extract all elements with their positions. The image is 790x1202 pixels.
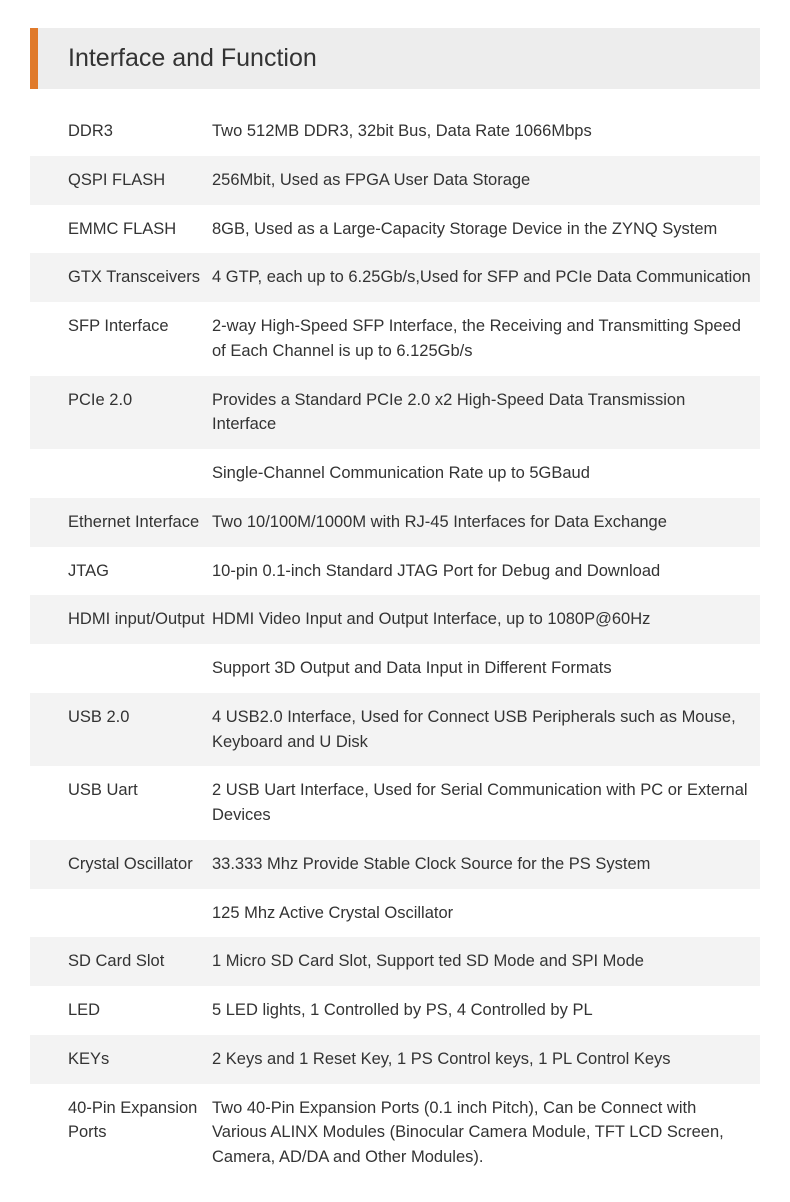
spec-row: JTAG10-pin 0.1-inch Standard JTAG Port f…: [30, 547, 760, 596]
spec-value: 2 Keys and 1 Reset Key, 1 PS Control key…: [212, 1047, 760, 1072]
spec-value: 1 Micro SD Card Slot, Support ted SD Mod…: [212, 949, 760, 974]
spec-label: USB Uart: [68, 778, 212, 803]
spec-label: QSPI FLASH: [68, 168, 212, 193]
spec-value: 10-pin 0.1-inch Standard JTAG Port for D…: [212, 559, 760, 584]
spec-row: PCIe 2.0Provides a Standard PCIe 2.0 x2 …: [30, 376, 760, 450]
spec-row: Single-Channel Communication Rate up to …: [30, 449, 760, 498]
spec-value: 4 USB2.0 Interface, Used for Connect USB…: [212, 705, 760, 755]
spec-value: 33.333 Mhz Provide Stable Clock Source f…: [212, 852, 760, 877]
spec-row: GTX Transceivers4 GTP, each up to 6.25Gb…: [30, 253, 760, 302]
spec-row: 40-Pin Expansion PortsTwo 40-Pin Expansi…: [30, 1084, 760, 1182]
spec-row: HDMI input/OutputHDMI Video Input and Ou…: [30, 595, 760, 644]
spec-row: EMMC FLASH8GB, Used as a Large-Capacity …: [30, 205, 760, 254]
spec-label: SD Card Slot: [68, 949, 212, 974]
section-header: Interface and Function: [30, 28, 760, 89]
spec-value: 8GB, Used as a Large-Capacity Storage De…: [212, 217, 760, 242]
spec-row: Ethernet InterfaceTwo 10/100M/1000M with…: [30, 498, 760, 547]
spec-row: Support 3D Output and Data Input in Diff…: [30, 644, 760, 693]
spec-row: DDR3Two 512MB DDR3, 32bit Bus, Data Rate…: [30, 107, 760, 156]
spec-row: QSPI FLASH256Mbit, Used as FPGA User Dat…: [30, 156, 760, 205]
spec-row: USB 2.04 USB2.0 Interface, Used for Conn…: [30, 693, 760, 767]
spec-label: PCIe 2.0: [68, 388, 212, 413]
spec-value: 5 LED lights, 1 Controlled by PS, 4 Cont…: [212, 998, 760, 1023]
spec-value: Provides a Standard PCIe 2.0 x2 High-Spe…: [212, 388, 760, 438]
spec-row: LED5 LED lights, 1 Controlled by PS, 4 C…: [30, 986, 760, 1035]
spec-value: Two 10/100M/1000M with RJ-45 Interfaces …: [212, 510, 760, 535]
spec-table: DDR3Two 512MB DDR3, 32bit Bus, Data Rate…: [30, 107, 760, 1182]
spec-label: USB 2.0: [68, 705, 212, 730]
spec-value: Support 3D Output and Data Input in Diff…: [212, 656, 760, 681]
spec-value: 125 Mhz Active Crystal Oscillator: [212, 901, 760, 926]
spec-value: 256Mbit, Used as FPGA User Data Storage: [212, 168, 760, 193]
section-title: Interface and Function: [38, 28, 760, 89]
spec-label: Crystal Oscillator: [68, 852, 212, 877]
spec-label: GTX Transceivers: [68, 265, 212, 290]
spec-label: Ethernet Interface: [68, 510, 212, 535]
spec-row: KEYs2 Keys and 1 Reset Key, 1 PS Control…: [30, 1035, 760, 1084]
spec-value: 2 USB Uart Interface, Used for Serial Co…: [212, 778, 760, 828]
spec-label: HDMI input/Output: [68, 607, 212, 632]
spec-row: 125 Mhz Active Crystal Oscillator: [30, 889, 760, 938]
spec-value: Two 40-Pin Expansion Ports (0.1 inch Pit…: [212, 1096, 760, 1170]
spec-value: 2-way High-Speed SFP Interface, the Rece…: [212, 314, 760, 364]
spec-label: KEYs: [68, 1047, 212, 1072]
spec-value: Single-Channel Communication Rate up to …: [212, 461, 760, 486]
spec-label: EMMC FLASH: [68, 217, 212, 242]
spec-row: Crystal Oscillator33.333 Mhz Provide Sta…: [30, 840, 760, 889]
spec-row: USB Uart2 USB Uart Interface, Used for S…: [30, 766, 760, 840]
spec-label: DDR3: [68, 119, 212, 144]
spec-label: 40-Pin Expansion Ports: [68, 1096, 212, 1146]
spec-value: HDMI Video Input and Output Interface, u…: [212, 607, 760, 632]
spec-value: Two 512MB DDR3, 32bit Bus, Data Rate 106…: [212, 119, 760, 144]
accent-bar: [30, 28, 38, 89]
spec-row: SD Card Slot1 Micro SD Card Slot, Suppor…: [30, 937, 760, 986]
spec-row: SFP Interface2-way High-Speed SFP Interf…: [30, 302, 760, 376]
spec-label: SFP Interface: [68, 314, 212, 339]
spec-label: JTAG: [68, 559, 212, 584]
spec-value: 4 GTP, each up to 6.25Gb/s,Used for SFP …: [212, 265, 760, 290]
spec-label: LED: [68, 998, 212, 1023]
